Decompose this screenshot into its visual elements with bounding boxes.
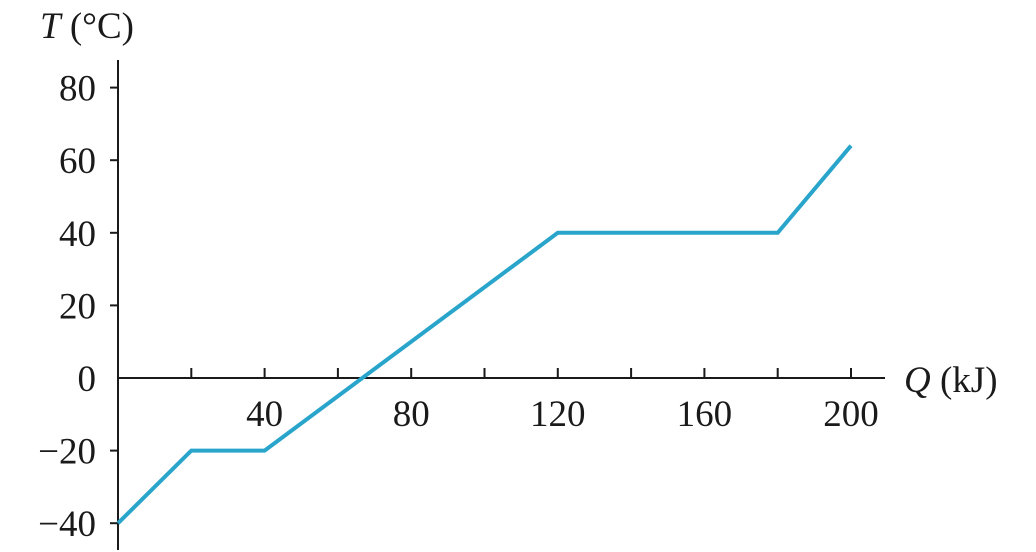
axes: [117, 60, 885, 550]
tick-labels: 40 80 120 160 200 −40 −20 0 20 40 60 80: [38, 69, 879, 546]
y-tick-label-80: 80: [59, 69, 96, 110]
x-tick-label-40: 40: [246, 394, 283, 435]
x-axis-variable: Q: [904, 360, 931, 401]
y-tick-label--20: −20: [38, 432, 96, 473]
y-tick-label--40: −40: [38, 504, 96, 545]
x-axis-title: Q (kJ): [904, 360, 998, 401]
y-tick-label-60: 60: [59, 141, 96, 182]
y-tick-label-40: 40: [59, 214, 96, 255]
x-tick-label-80: 80: [393, 394, 430, 435]
series-line-0: [116, 144, 853, 525]
y-axis-title: T (°C): [40, 6, 134, 47]
y-axis-unit: (°C): [61, 6, 134, 47]
axis-titles: T (°C) Q (kJ): [40, 6, 998, 401]
y-tick-label-20: 20: [59, 286, 96, 327]
y-axis-variable: T: [40, 6, 63, 47]
ticks: [110, 86, 852, 525]
x-tick-label-200: 200: [823, 394, 879, 435]
x-axis-unit: (kJ): [931, 360, 998, 401]
x-tick-label-120: 120: [530, 394, 586, 435]
x-tick-label-160: 160: [677, 394, 733, 435]
series: [116, 144, 853, 525]
y-tick-label-0: 0: [78, 359, 97, 400]
